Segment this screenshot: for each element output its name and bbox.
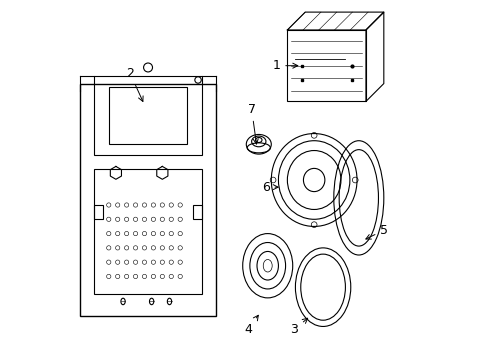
- Text: 4: 4: [244, 315, 258, 336]
- Text: 6: 6: [261, 181, 278, 194]
- Bar: [287, 30, 365, 102]
- Text: 1: 1: [272, 59, 297, 72]
- Text: 3: 3: [290, 318, 307, 336]
- Text: 7: 7: [247, 103, 258, 144]
- Bar: [94, 169, 201, 294]
- Bar: [94, 76, 201, 155]
- Text: 2: 2: [126, 67, 143, 102]
- Bar: [192, 205, 201, 219]
- Bar: [80, 84, 216, 316]
- Bar: [94, 205, 103, 219]
- Text: 5: 5: [365, 224, 387, 239]
- Bar: [108, 87, 187, 144]
